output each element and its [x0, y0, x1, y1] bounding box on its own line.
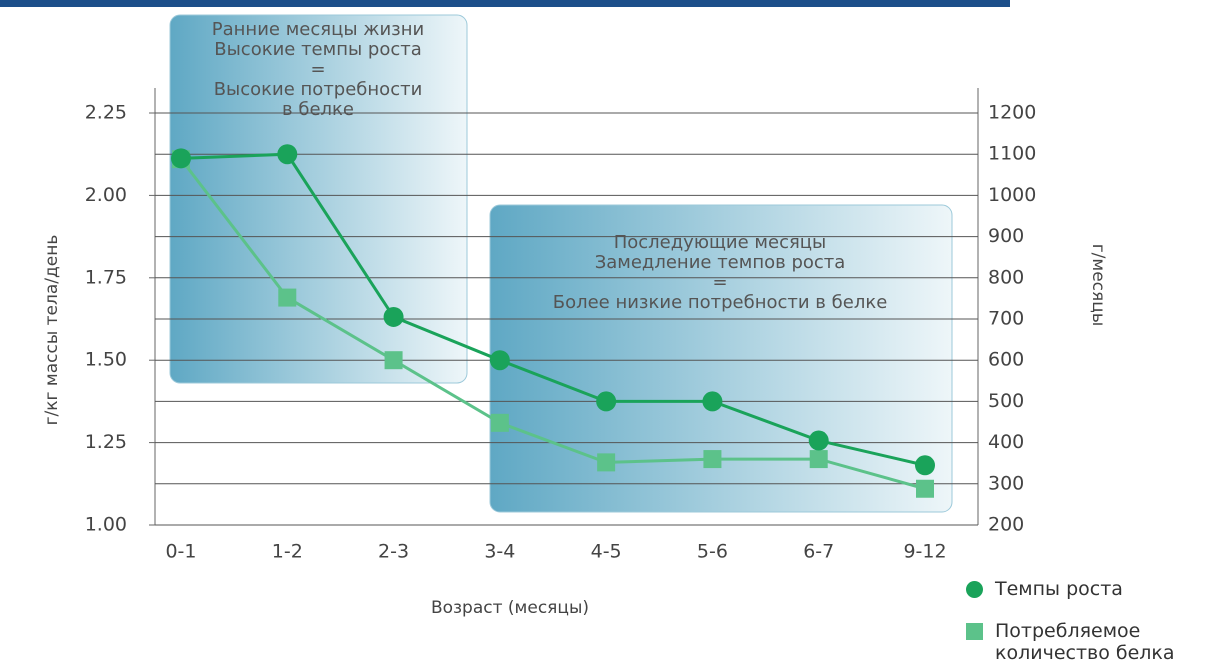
annotation-text: Замедление темпов роста	[595, 252, 846, 273]
annotation-text: Высокие темпы роста	[214, 39, 422, 60]
annotation-text: =	[712, 272, 727, 293]
y2-tick-label: 300	[988, 472, 1024, 494]
data-point	[490, 413, 509, 432]
annotation-text: в белке	[282, 99, 354, 120]
legend-label: Потребляемое количество белка	[995, 620, 1175, 664]
annotation-box	[489, 204, 953, 513]
legend-label: Темпы роста	[995, 578, 1123, 600]
y2-tick-label: 700	[988, 308, 1024, 330]
y-tick-label: 1.25	[85, 431, 127, 453]
data-point	[809, 450, 828, 469]
data-point	[808, 430, 829, 451]
annotation-text: Ранние месяцы жизни	[212, 19, 424, 40]
x-tick-label: 5-6	[697, 541, 728, 563]
x-tick-label: 1-2	[272, 541, 303, 563]
y2-tick-label: 200	[988, 514, 1024, 536]
data-point	[916, 479, 934, 498]
y2-tick-label: 1100	[988, 143, 1036, 165]
y-tick-label: 1.50	[85, 349, 127, 371]
annotation-box	[169, 14, 468, 384]
x-tick-label: 6-7	[803, 541, 834, 563]
annotation-text: Последующие месяцы	[614, 232, 827, 253]
annotation-text: Более низкие потребности в белке	[553, 292, 888, 313]
x-tick-label: 2-3	[378, 541, 409, 563]
y2-tick-label: 1200	[988, 102, 1036, 124]
legend-swatch	[966, 623, 983, 640]
y2-tick-label: 800	[988, 266, 1024, 288]
y-tick-label: 2.00	[85, 184, 127, 206]
x-tick-label: 4-5	[591, 541, 622, 563]
x-tick-label: 0-1	[165, 541, 196, 563]
annotation-text: Высокие потребности	[214, 79, 423, 100]
legend-item: Потребляемое количество белка	[960, 620, 1215, 664]
legend-swatch	[966, 581, 983, 598]
y-axis-title: г/кг массы тела/день	[42, 235, 62, 426]
data-point	[383, 306, 404, 327]
series-line	[180, 152, 926, 467]
data-point	[384, 351, 403, 370]
y2-tick-label: 900	[988, 225, 1024, 247]
data-point	[171, 148, 191, 169]
data-point	[596, 391, 617, 412]
data-point	[702, 391, 723, 412]
y2-tick-label: 400	[988, 431, 1024, 453]
data-point	[277, 144, 298, 165]
y-tick-label: 2.25	[85, 102, 127, 124]
data-point	[703, 450, 722, 469]
data-point	[915, 455, 935, 476]
y-tick-label: 1.00	[85, 514, 127, 536]
y2-axis-title: г/месяцы	[1088, 244, 1108, 327]
y2-tick-label: 500	[988, 390, 1024, 412]
x-tick-label: 9-12	[903, 541, 946, 563]
data-point	[489, 350, 510, 371]
legend-item: Темпы роста	[960, 578, 1215, 600]
data-point	[597, 453, 616, 472]
y2-tick-label: 1000	[988, 184, 1036, 206]
y-tick-label: 1.75	[85, 266, 127, 288]
top-bar	[0, 0, 1010, 7]
data-point	[278, 288, 297, 307]
y2-tick-label: 600	[988, 349, 1024, 371]
annotation-text: =	[310, 59, 325, 80]
x-axis-title: Возраст (месяцы)	[431, 598, 589, 618]
x-tick-label: 3-4	[484, 541, 515, 563]
series-line	[179, 158, 926, 491]
